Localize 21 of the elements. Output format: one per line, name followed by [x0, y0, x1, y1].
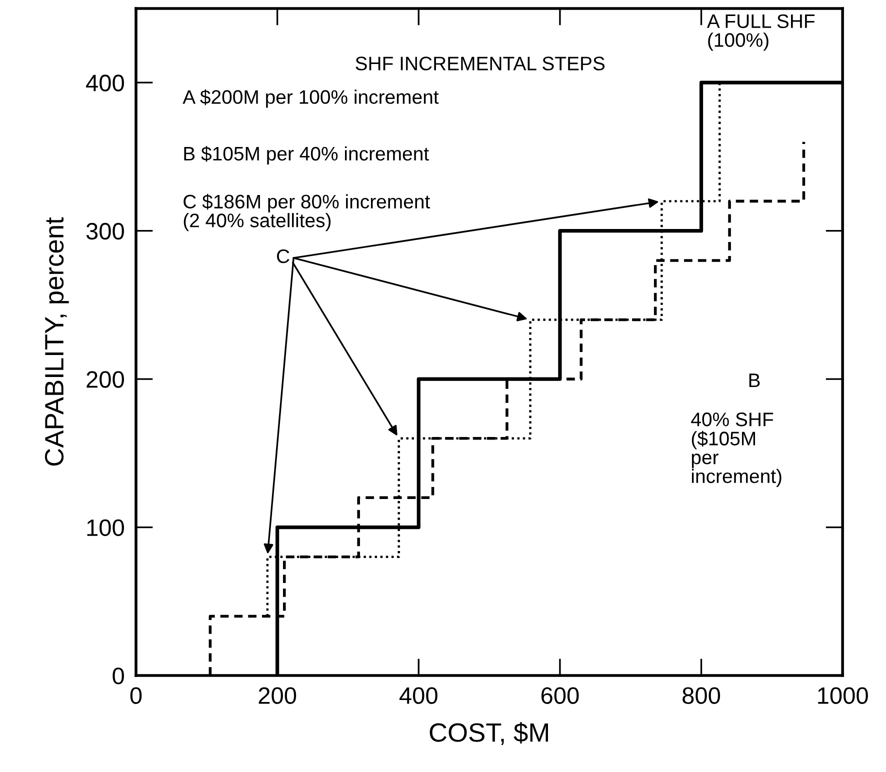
- y-tick-label: 200: [86, 371, 124, 388]
- x-tick-label: 400: [399, 687, 438, 704]
- annotation: C: [276, 249, 290, 264]
- annotation: B: [749, 374, 760, 388]
- y-tick-label: 300: [86, 222, 124, 240]
- annotation: B $105M per 40% increment: [184, 146, 429, 164]
- x-tick-label: 800: [682, 687, 720, 704]
- x-tick-label: 600: [541, 687, 579, 704]
- x-tick-label: 200: [258, 687, 296, 704]
- annotation: A $200M per 100% increment: [182, 89, 439, 108]
- annotation: 40% SHF ($105M per increment): [691, 412, 782, 487]
- y-tick-label: 100: [87, 519, 124, 536]
- y-axis-title: CAPABILITY, percent: [44, 217, 69, 466]
- x-tick-label: 1000: [818, 687, 868, 704]
- annotation: SHF INCREMENTAL STEPS: [356, 56, 605, 70]
- x-tick-label: 0: [130, 687, 142, 704]
- y-tick-label: 400: [86, 74, 124, 92]
- annotation: C $186M per 80% increment (2 40% satellites): [184, 194, 430, 232]
- x-axis-title: COST, $M: [430, 722, 548, 746]
- y-tick-label: 0: [112, 668, 124, 684]
- annotation: A FULL SHF (100%): [706, 14, 815, 51]
